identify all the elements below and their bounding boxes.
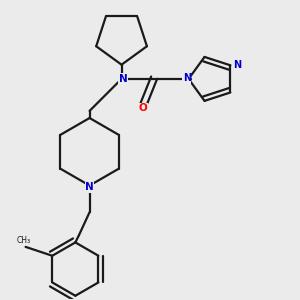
Text: N: N xyxy=(183,73,191,83)
Text: O: O xyxy=(139,103,147,113)
Text: CH₃: CH₃ xyxy=(17,236,31,245)
Text: N: N xyxy=(233,60,241,70)
Text: N: N xyxy=(85,182,94,192)
Text: N: N xyxy=(119,74,128,84)
